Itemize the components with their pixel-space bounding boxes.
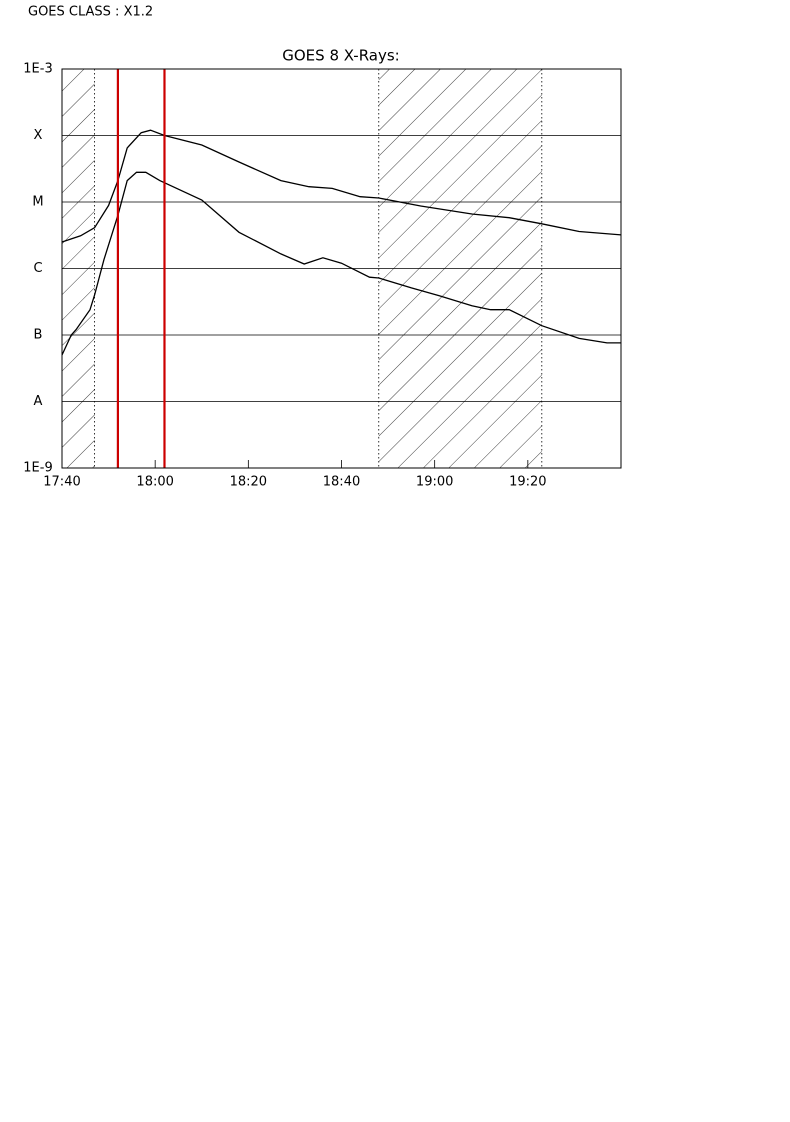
y-tick-label: C: [33, 261, 42, 276]
x-tick-label: 19:00: [416, 475, 453, 490]
x-tick-label: 17:40: [43, 475, 80, 490]
y-tick-label: 1E-9: [23, 461, 52, 476]
x-tick-label: 19:20: [509, 475, 546, 490]
x-tick-label: 18:00: [136, 475, 173, 490]
plot-frame: [61, 68, 622, 469]
x-tick-label: 18:20: [230, 475, 267, 490]
y-tick-label: B: [34, 328, 43, 343]
goes-class: GOES CLASS : X1.2: [28, 5, 153, 20]
y-tick-label: X: [34, 128, 43, 143]
x-tick-label: 18:40: [323, 475, 360, 490]
y-tick-label: A: [34, 394, 43, 409]
y-tick-label: M: [32, 195, 43, 210]
series-line: [61, 129, 622, 243]
chart-title: GOES 8 X-Rays:: [282, 47, 399, 65]
series-line: [61, 171, 621, 356]
y-tick-label: 1E-3: [23, 62, 52, 77]
